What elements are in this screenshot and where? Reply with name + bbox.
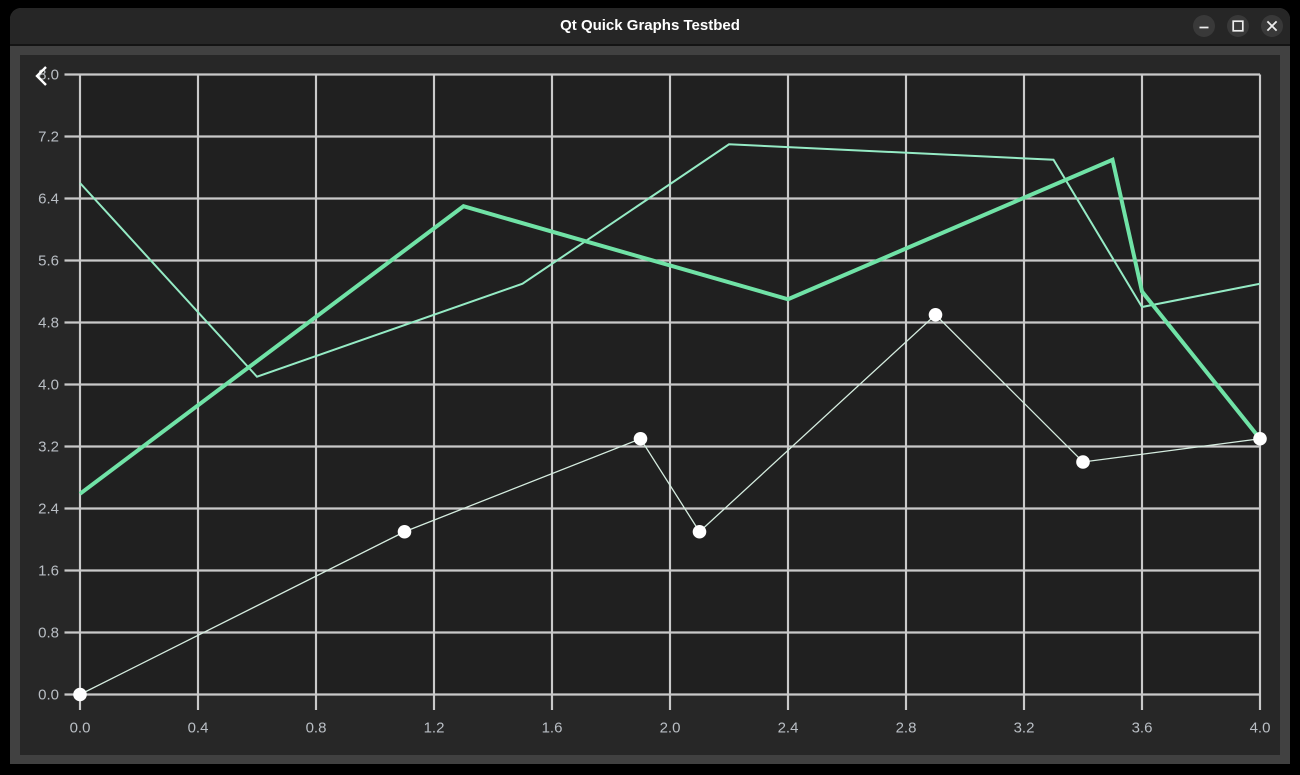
svg-text:0.8: 0.8: [306, 719, 327, 736]
svg-text:0.0: 0.0: [38, 686, 59, 703]
svg-text:2.8: 2.8: [896, 719, 917, 736]
svg-text:2.4: 2.4: [778, 719, 799, 736]
svg-text:6.4: 6.4: [38, 190, 59, 207]
svg-text:2.0: 2.0: [660, 719, 681, 736]
svg-text:2.4: 2.4: [38, 500, 59, 517]
svg-text:3.2: 3.2: [38, 438, 59, 455]
svg-text:1.6: 1.6: [542, 719, 563, 736]
svg-text:3.6: 3.6: [1132, 719, 1153, 736]
svg-text:0.0: 0.0: [70, 719, 91, 736]
svg-text:5.6: 5.6: [38, 252, 59, 269]
svg-text:3.2: 3.2: [1014, 719, 1035, 736]
svg-text:1.6: 1.6: [38, 562, 59, 579]
svg-text:0.4: 0.4: [188, 719, 209, 736]
svg-text:0.8: 0.8: [38, 624, 59, 641]
svg-text:4.8: 4.8: [38, 314, 59, 331]
svg-text:4.0: 4.0: [38, 376, 59, 393]
svg-text:7.2: 7.2: [38, 128, 59, 145]
svg-text:4.0: 4.0: [1250, 719, 1271, 736]
svg-text:1.2: 1.2: [424, 719, 445, 736]
